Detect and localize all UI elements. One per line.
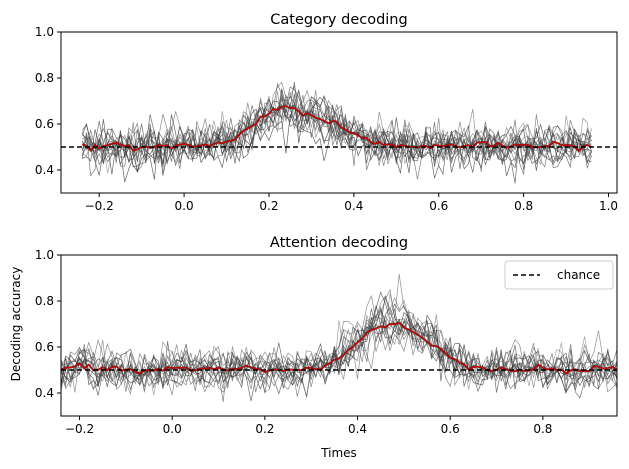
y-tick-label: 0.8 bbox=[35, 294, 54, 308]
y-tick-label: 0.8 bbox=[35, 71, 54, 85]
mean-series bbox=[81, 104, 593, 153]
mean-line bbox=[81, 105, 592, 153]
x-axis-label: Times bbox=[320, 446, 357, 460]
x-tick-label: 1.0 bbox=[599, 199, 618, 213]
chart-title: Attention decoding bbox=[270, 235, 408, 251]
axes: −0.2 0.0 0.2 0.4 0.6 0.8 0.4 0.6 0.8 1.0 bbox=[35, 248, 618, 436]
x-tick-label: 0.6 bbox=[441, 422, 460, 436]
x-tick-label: 0.8 bbox=[514, 199, 533, 213]
subject-trace bbox=[81, 96, 592, 174]
attention-decoding-panel: Attention decoding −0.2 0.0 0.2 0.4 0.6 0.8 0.… bbox=[9, 235, 618, 460]
legend: chance bbox=[504, 260, 614, 290]
x-tick-label: −0.2 bbox=[65, 422, 94, 436]
y-tick-label: 0.4 bbox=[35, 163, 54, 177]
subject-trace bbox=[61, 313, 617, 392]
plot-frame bbox=[60, 254, 618, 417]
x-tick-label: −0.2 bbox=[85, 199, 114, 213]
x-tick-label: 0.6 bbox=[429, 199, 448, 213]
x-tick-label: 0.0 bbox=[163, 422, 182, 436]
y-tick-label: 0.4 bbox=[35, 386, 54, 400]
chart-title: Category decoding bbox=[270, 12, 407, 28]
subject-trace bbox=[81, 89, 592, 172]
subject-trace bbox=[81, 82, 592, 170]
subject-trace bbox=[81, 105, 592, 180]
subject-trace bbox=[61, 318, 617, 393]
x-tick-label: 0.2 bbox=[255, 422, 274, 436]
category-decoding-panel: Category decoding −0.2 0.0 0.2 0.4 0.6 0.8 1.0… bbox=[35, 12, 618, 213]
y-tick-label: 1.0 bbox=[35, 25, 54, 39]
y-axis-label: Decoding accuracy bbox=[9, 267, 23, 382]
x-tick-label: 0.4 bbox=[344, 199, 363, 213]
y-tick-label: 1.0 bbox=[35, 248, 54, 262]
legend-box bbox=[504, 260, 614, 290]
subject-trace bbox=[81, 93, 592, 183]
subject-traces bbox=[81, 81, 592, 184]
subject-trace bbox=[81, 113, 592, 180]
subject-traces bbox=[61, 274, 617, 402]
x-tick-label: 0.2 bbox=[259, 199, 278, 213]
subject-trace bbox=[82, 89, 592, 163]
x-tick-label: 0.4 bbox=[348, 422, 367, 436]
subject-trace bbox=[61, 325, 617, 397]
axes: −0.2 0.0 0.2 0.4 0.6 0.8 1.0 0.4 0.6 0.8 1.0 bbox=[35, 25, 618, 213]
y-tick-label: 0.6 bbox=[35, 117, 54, 131]
y-tick-label: 0.6 bbox=[35, 340, 54, 354]
x-tick-label: 0.0 bbox=[175, 199, 194, 213]
legend-entry-chance: chance bbox=[557, 268, 600, 282]
x-tick-label: 0.8 bbox=[533, 422, 552, 436]
plot-frame bbox=[60, 31, 618, 194]
subject-trace bbox=[61, 295, 617, 392]
subject-trace bbox=[61, 309, 617, 402]
subject-trace bbox=[61, 293, 617, 396]
